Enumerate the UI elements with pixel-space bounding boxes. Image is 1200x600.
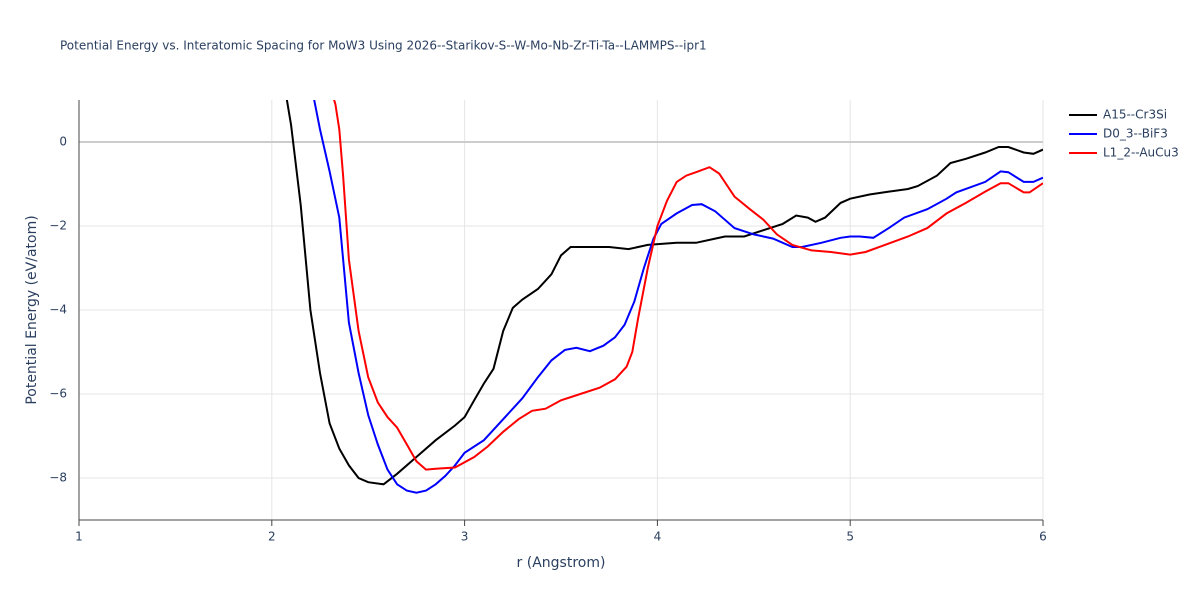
x-tick-label: 4 [654, 530, 662, 544]
y-tick-label: −4 [49, 303, 67, 317]
legend-label: D0_3--BiF3 [1103, 127, 1168, 141]
legend-label: L1_2--AuCu3 [1103, 146, 1179, 160]
x-axis-label: r (Angstrom) [517, 555, 606, 571]
x-tick-label: 5 [846, 530, 854, 544]
series-line [333, 100, 1043, 471]
x-tick-label: 2 [268, 530, 276, 544]
series-line [313, 100, 1043, 494]
x-tick-label: 1 [75, 530, 83, 544]
y-tick-label: −2 [49, 219, 67, 233]
series-line [285, 100, 1043, 486]
plot-area [285, 100, 1043, 494]
y-tick-label: −8 [49, 471, 67, 485]
y-tick-label: −6 [49, 387, 67, 401]
x-tick-label: 6 [1039, 530, 1047, 544]
legend-label: A15--Cr3Si [1103, 108, 1167, 122]
y-tick-label: 0 [59, 135, 67, 149]
chart-title: Potential Energy vs. Interatomic Spacing… [60, 39, 707, 53]
x-tick-label: 3 [461, 530, 469, 544]
y-axis-label: Potential Energy (eV/atom) [24, 215, 40, 404]
